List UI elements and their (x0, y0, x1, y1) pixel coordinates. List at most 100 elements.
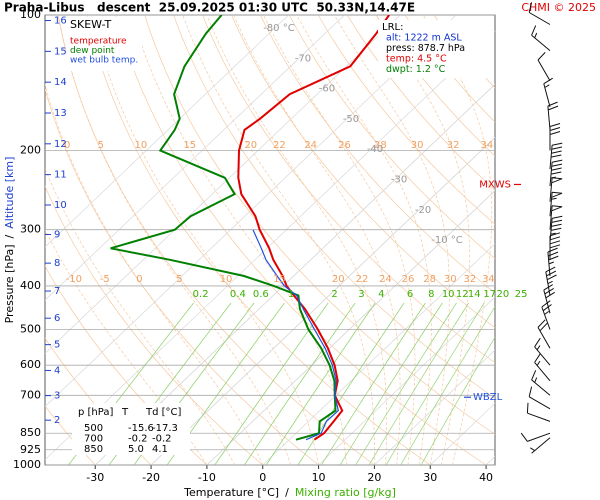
wind-barb (520, 432, 551, 442)
mixing-ratio-line (400, 306, 495, 465)
mixing-ratio-label: 3 (358, 289, 364, 300)
dry-adiabat (144, 15, 495, 435)
dry-adiabat (288, 15, 495, 259)
wind-barb (545, 266, 557, 296)
y-axis-label: Pressure [hPa] / Altitude [km] (3, 157, 16, 324)
y-tick-label: 925 (20, 443, 41, 456)
wind-barb (528, 2, 551, 25)
isotherm (95, 83, 495, 465)
moist-adiabat (58, 15, 292, 465)
table-cell: 850 (84, 444, 103, 455)
wind-barb (537, 319, 551, 349)
isotherm-label: -20 (415, 205, 431, 216)
x-axis-label: Temperature [°C] / Mixing ratio [g/kg] (183, 486, 396, 499)
isotherm (374, 349, 495, 465)
overlay: Praha-Libus descent 25.09.2025 01:30 UTC… (3, 1, 596, 500)
wind-barb (534, 337, 551, 366)
dry-adiabat (231, 15, 495, 329)
wind-barb (541, 300, 552, 330)
moist-adiabat-label: 22 (273, 140, 286, 151)
wind-barb (543, 77, 553, 108)
dry-adiabat (57, 15, 375, 465)
isotherm (45, 15, 401, 354)
dry-adiabat (45, 88, 319, 465)
y2-tick-label: 15 (54, 46, 67, 57)
x-tick-label: 40 (479, 471, 493, 484)
table-cell: -0.2 (152, 434, 172, 445)
dry-adiabat (346, 15, 495, 191)
dry-adiabat (317, 15, 495, 225)
moist-adiabat-label: 0 (64, 140, 70, 151)
table-header: T (121, 407, 129, 418)
mixing-ratio-line (420, 336, 495, 465)
wind-barb (549, 232, 561, 260)
mixing-ratio-label: 0.6 (253, 289, 269, 300)
x-tick-label: -30 (86, 471, 104, 484)
mixing-ratio-label: 12 (456, 289, 469, 300)
y2-tick-label: 13 (54, 108, 67, 119)
isotherm (485, 456, 495, 465)
y2-tick-label: 2 (54, 415, 60, 426)
x-label-sep: / (285, 486, 289, 499)
table-cell: -15.6 (128, 423, 154, 434)
moist-adiabat-label: 24 (304, 140, 317, 151)
moist-adiabat-label: 28 (423, 274, 436, 285)
wind-barb (549, 191, 563, 217)
credit: CHMI © 2025 (521, 1, 596, 14)
wind-barb (547, 247, 559, 276)
y2-tick-label: 11 (54, 170, 67, 181)
info-line: temp: 4.5 °C (386, 54, 447, 65)
moist-adiabat-label: 15 (273, 274, 286, 285)
level-marker-label: WBZL (473, 392, 503, 403)
mixing-ratio-line (339, 302, 443, 465)
info-line: dwpt: 1.2 °C (386, 64, 446, 75)
mixing-ratio-label: 17 (483, 289, 496, 300)
y2-tick-label: 3 (54, 391, 60, 402)
legend-box (66, 17, 142, 71)
x-label2: Mixing ratio [g/kg] (295, 486, 396, 499)
isotherm (150, 136, 495, 465)
y2-tick-label: 16 (54, 16, 67, 27)
mixing-ratio-label: 25 (515, 289, 528, 300)
table-header: p [hPa] (78, 407, 113, 418)
mixing-ratio-label: 0.2 (193, 289, 209, 300)
moist-adiabat-label: 10 (220, 274, 233, 285)
moist-adiabat-label: 30 (411, 140, 424, 151)
dry-adiabat (404, 15, 495, 123)
isotherm (206, 190, 495, 465)
moist-adiabat-label: 5 (98, 140, 104, 151)
y2-tick-label: 5 (54, 340, 60, 351)
isotherm (45, 15, 345, 301)
y-tick-label: 1000 (13, 458, 41, 471)
table-cell: 700 (84, 434, 103, 445)
moist-adiabat-label: 28 (374, 140, 387, 151)
mixing-ratio-label: 6 (407, 289, 413, 300)
y-label-sep: / (3, 234, 16, 238)
wind-barb (530, 437, 551, 454)
moist-adiabat-label: 10 (134, 140, 147, 151)
y-tick-label: 500 (20, 323, 41, 336)
moist-adiabat-label: -10 (66, 274, 82, 285)
info-box (378, 20, 494, 78)
y-tick-label: 300 (20, 223, 41, 236)
moist-adiabat-label: 5 (176, 274, 182, 285)
y2-tick-label: 6 (54, 313, 60, 324)
moist-adiabat-label: 15 (183, 140, 196, 151)
moist-adiabat-label: 20 (332, 274, 345, 285)
mixing-ratio-label: 8 (428, 289, 434, 300)
profiles (110, 15, 390, 441)
moist-adiabat-label: 24 (379, 274, 392, 285)
isotherm (45, 15, 457, 407)
y2-tick-label: 14 (54, 77, 67, 88)
table-header: Td [°C] (145, 407, 182, 418)
info-line: press: 878.7 hPa (386, 43, 465, 54)
mixing-ratio-line (368, 302, 469, 465)
moist-adiabat (45, 228, 208, 465)
table-cell: -17.3 (152, 423, 178, 434)
y2-tick-label: 10 (54, 200, 67, 211)
wind-barb (549, 205, 563, 230)
level-marker-label: MXWS (479, 179, 511, 190)
info-line: alt: 1222 m ASL (386, 33, 462, 44)
mixing-ratio-label: 20 (496, 289, 509, 300)
wind-barb (534, 353, 551, 382)
